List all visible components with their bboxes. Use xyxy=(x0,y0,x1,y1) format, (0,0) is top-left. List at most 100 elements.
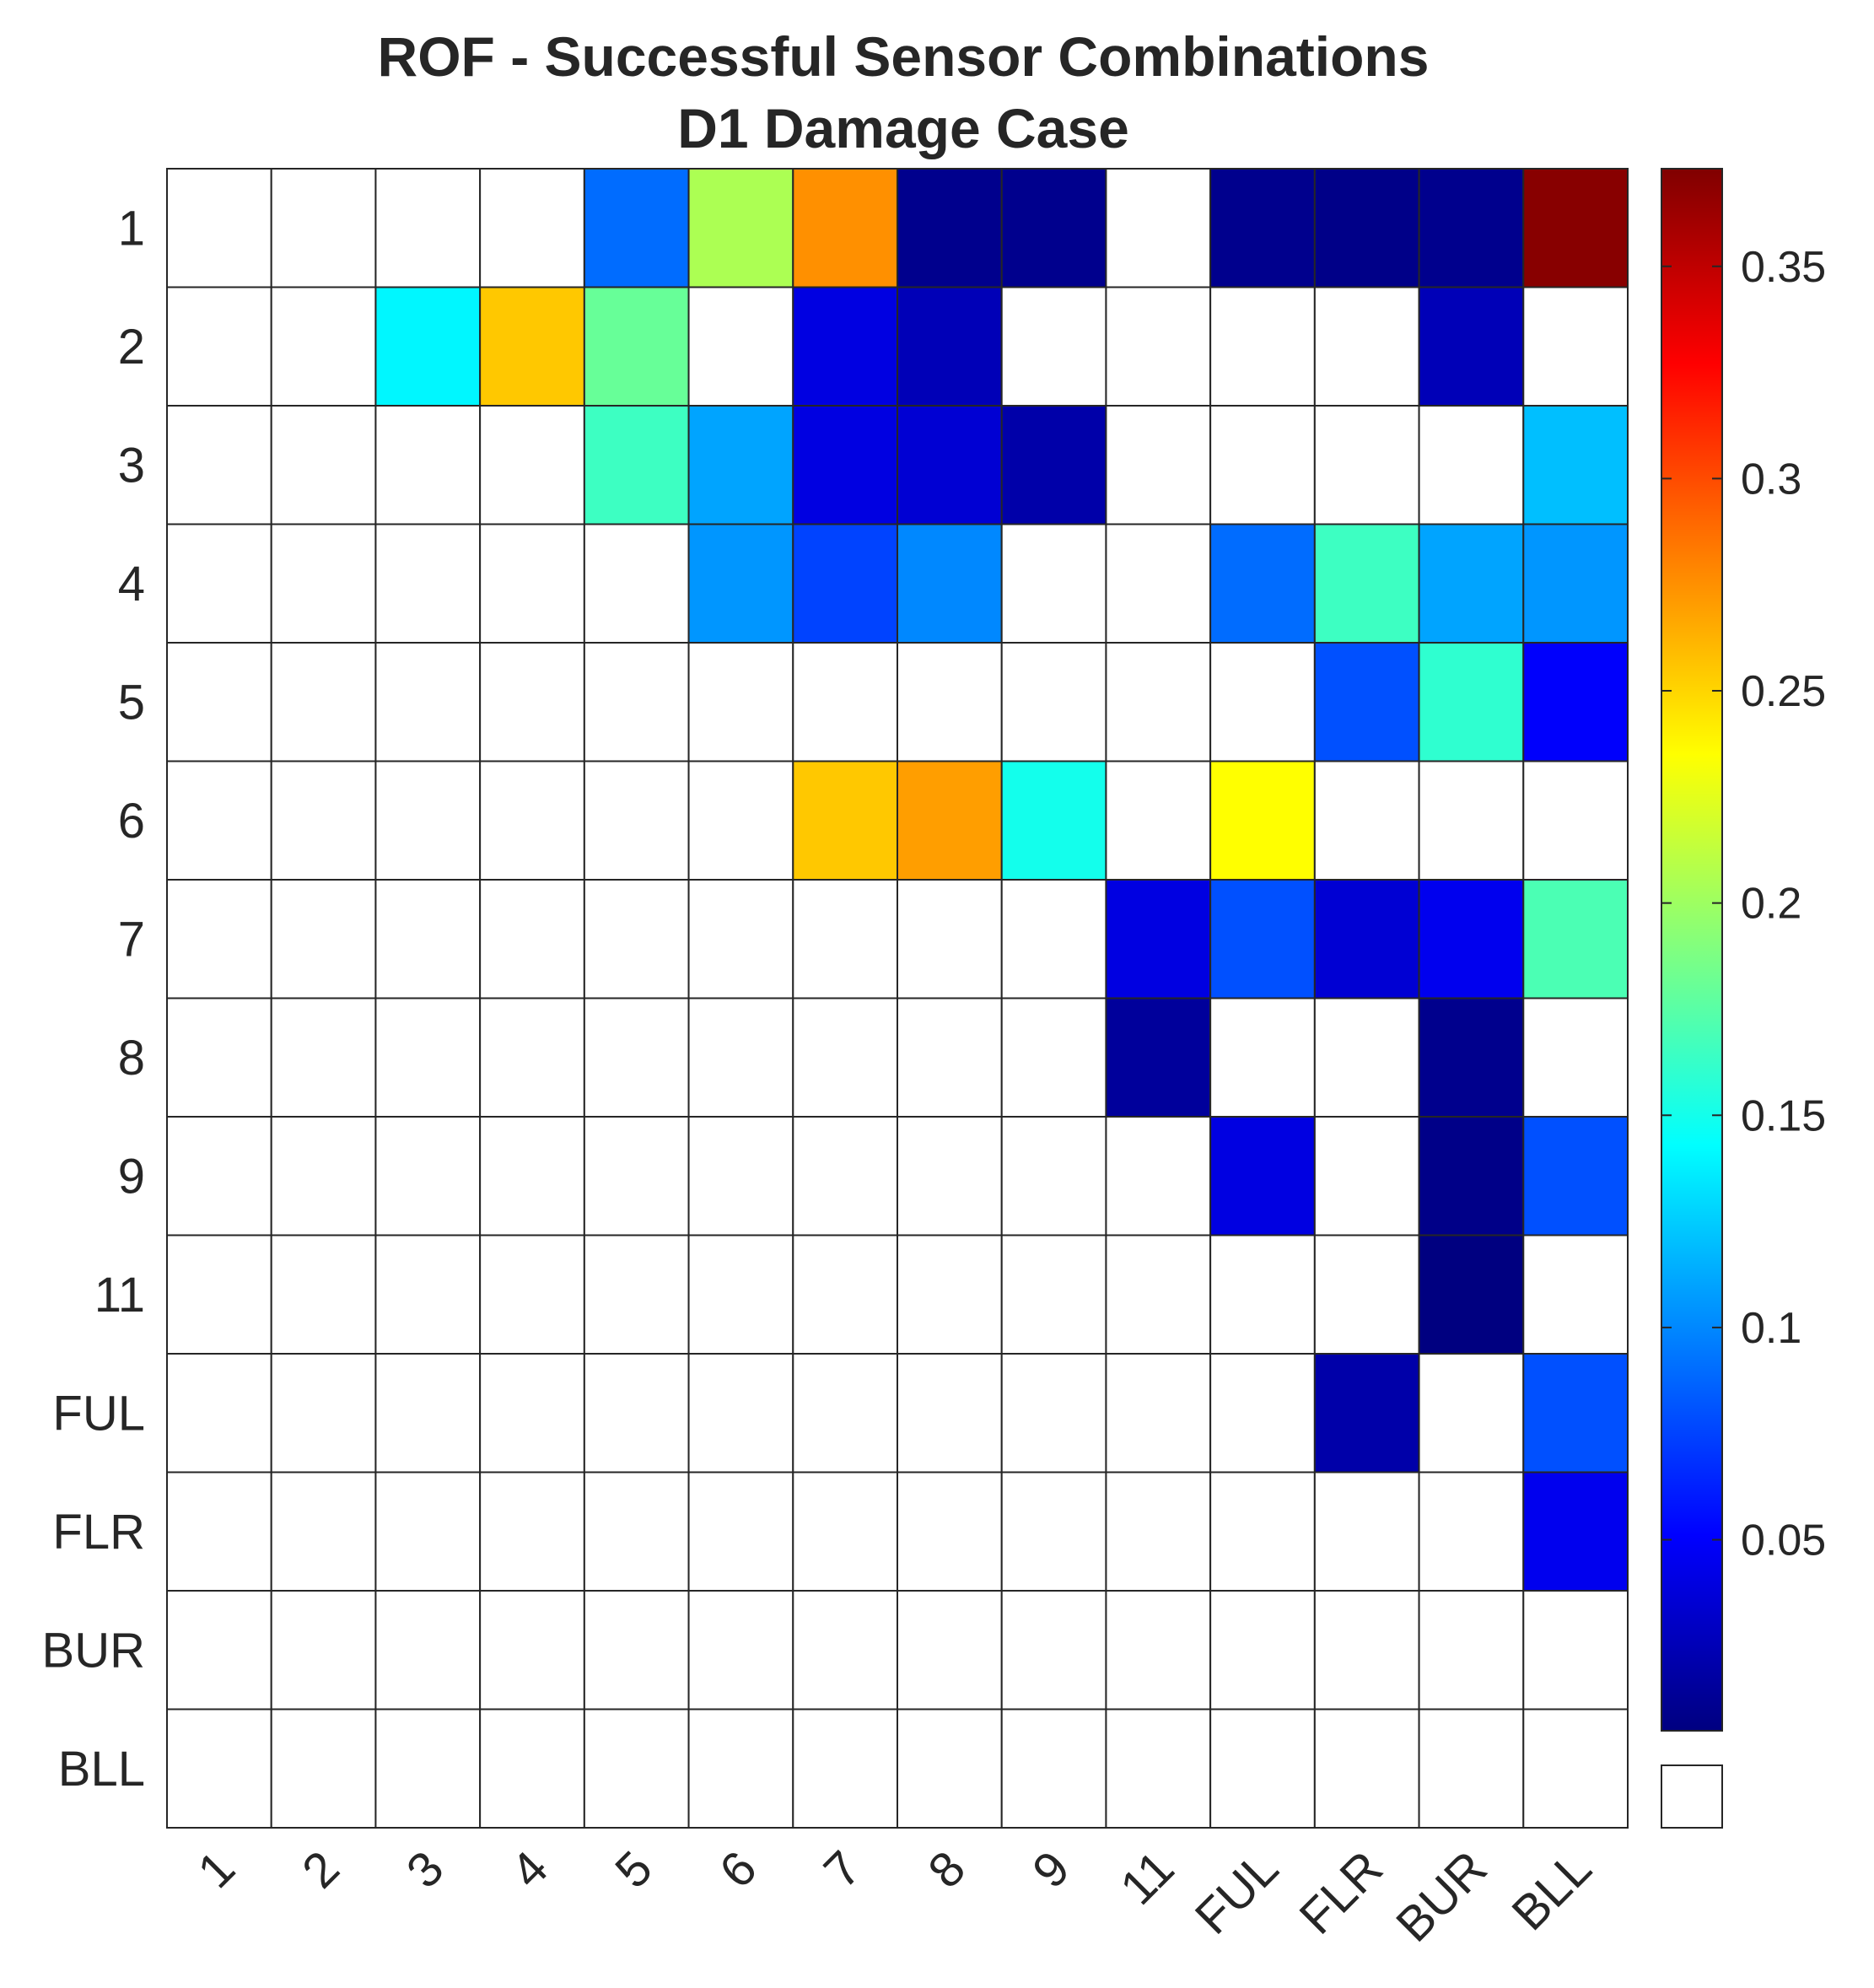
heatmap-cell xyxy=(374,523,482,644)
heatmap-cell xyxy=(792,1353,898,1473)
heatmap-cell xyxy=(270,286,377,407)
heatmap-cell xyxy=(1313,1590,1420,1711)
heatmap-cell xyxy=(1209,1234,1316,1355)
heatmap-cell xyxy=(1209,642,1316,762)
column-tick-label: 6 xyxy=(709,1840,767,1899)
heatmap-cell xyxy=(1209,405,1316,525)
heatmap-cell xyxy=(1313,523,1420,644)
heatmap-cell xyxy=(1522,1353,1629,1473)
heatmap-cell xyxy=(270,1471,377,1592)
column-tick-label: 2 xyxy=(292,1840,350,1899)
heatmap-cell xyxy=(374,405,482,525)
colorbar xyxy=(1661,168,1723,1732)
heatmap-cell xyxy=(1522,168,1629,288)
heatmap-cell xyxy=(270,997,377,1118)
heatmap-cell xyxy=(1209,879,1316,999)
heatmap-cell xyxy=(1000,642,1107,762)
heatmap-cell xyxy=(1209,1116,1316,1236)
row-tick-label: 2 xyxy=(118,320,145,374)
heatmap-cell xyxy=(583,642,690,762)
heatmap-cell xyxy=(1000,523,1107,644)
heatmap-cell xyxy=(1313,168,1420,288)
heatmap-cell xyxy=(166,168,272,288)
heatmap-cell xyxy=(1209,1590,1316,1711)
chart-title-line-2: D1 Damage Case xyxy=(677,97,1129,159)
row-tick-label: 9 xyxy=(118,1149,145,1204)
heatmap-cell xyxy=(1522,879,1629,999)
heatmap-cell xyxy=(1105,1116,1212,1236)
heatmap-cell xyxy=(479,1708,585,1829)
heatmap-cell xyxy=(792,1471,898,1592)
heatmap-cell xyxy=(270,1234,377,1355)
heatmap-cell xyxy=(792,1590,898,1711)
heatmap-cell xyxy=(1105,642,1212,762)
heatmap-cell xyxy=(1000,168,1107,288)
heatmap-cell xyxy=(583,1708,690,1829)
heatmap-cell xyxy=(792,523,898,644)
heatmap-cell xyxy=(479,168,585,288)
colorbar-tick-label: 0.15 xyxy=(1741,1091,1826,1140)
heatmap-cell xyxy=(1105,1234,1212,1355)
column-tick-label: FLR xyxy=(1289,1840,1392,1944)
heatmap-cell xyxy=(897,1353,1003,1473)
heatmap-cell xyxy=(166,1353,272,1473)
heatmap-cell xyxy=(1522,1116,1629,1236)
row-tick-label: 8 xyxy=(118,1031,145,1086)
heatmap-cell xyxy=(1522,286,1629,407)
heatmap-cell xyxy=(270,168,377,288)
heatmap-cell xyxy=(687,1116,794,1236)
heatmap-cell xyxy=(166,1708,272,1829)
column-tick-label: BLL xyxy=(1501,1840,1602,1941)
heatmap-cell xyxy=(1000,1116,1107,1236)
heatmap-cell xyxy=(1313,1116,1420,1236)
heatmap-cell xyxy=(1522,760,1629,881)
heatmap-cell xyxy=(374,760,482,881)
heatmap-cell xyxy=(374,1590,482,1711)
heatmap-cell xyxy=(792,168,898,288)
heatmap-cell xyxy=(792,997,898,1118)
heatmap-cell xyxy=(687,1353,794,1473)
heatmap-cell xyxy=(1105,286,1212,407)
heatmap-cell xyxy=(1522,642,1629,762)
heatmap-cell xyxy=(1418,1590,1525,1711)
column-tick-label: 9 xyxy=(1022,1840,1080,1899)
row-tick-label: 3 xyxy=(118,438,145,493)
heatmap-cell xyxy=(687,879,794,999)
heatmap-cell xyxy=(270,523,377,644)
heatmap-cell xyxy=(687,1234,794,1355)
heatmap-cell xyxy=(1313,997,1420,1118)
heatmap-cell xyxy=(1522,1708,1629,1829)
row-tick-label: FLR xyxy=(52,1505,145,1560)
heatmap-cell xyxy=(1418,879,1525,999)
heatmap-cell xyxy=(1105,168,1212,288)
heatmap-cell xyxy=(583,523,690,644)
heatmap-cell xyxy=(374,1353,482,1473)
heatmap-cell xyxy=(270,405,377,525)
heatmap-cell xyxy=(1418,1353,1525,1473)
colorbar-tick-label: 0.05 xyxy=(1741,1517,1826,1565)
heatmap-cell xyxy=(1522,1590,1629,1711)
heatmap-cell xyxy=(166,1116,272,1236)
colorbar-tick-label: 0.1 xyxy=(1741,1304,1801,1353)
heatmap-cell xyxy=(1209,523,1316,644)
colorbar-tick-label: 0.25 xyxy=(1741,667,1826,716)
heatmap-cell xyxy=(1105,1471,1212,1592)
column-tick-label: 7 xyxy=(814,1840,872,1899)
heatmap-cell xyxy=(1418,997,1525,1118)
heatmap-cell xyxy=(1418,1471,1525,1592)
heatmap-cell xyxy=(1000,879,1107,999)
row-tick-label: 4 xyxy=(118,557,145,611)
heatmap-cell xyxy=(1313,286,1420,407)
heatmap-cell xyxy=(583,405,690,525)
heatmap-cell xyxy=(583,286,690,407)
heatmap-cell xyxy=(1105,405,1212,525)
row-tick-label: 1 xyxy=(118,201,145,256)
heatmap-cell xyxy=(687,997,794,1118)
heatmap-cell xyxy=(1313,1471,1420,1592)
heatmap-cell xyxy=(1313,1708,1420,1829)
heatmap-cell xyxy=(166,1234,272,1355)
heatmap-cell xyxy=(687,523,794,644)
heatmap-cell xyxy=(374,1471,482,1592)
heatmap-cell xyxy=(687,760,794,881)
heatmap-cell xyxy=(270,879,377,999)
